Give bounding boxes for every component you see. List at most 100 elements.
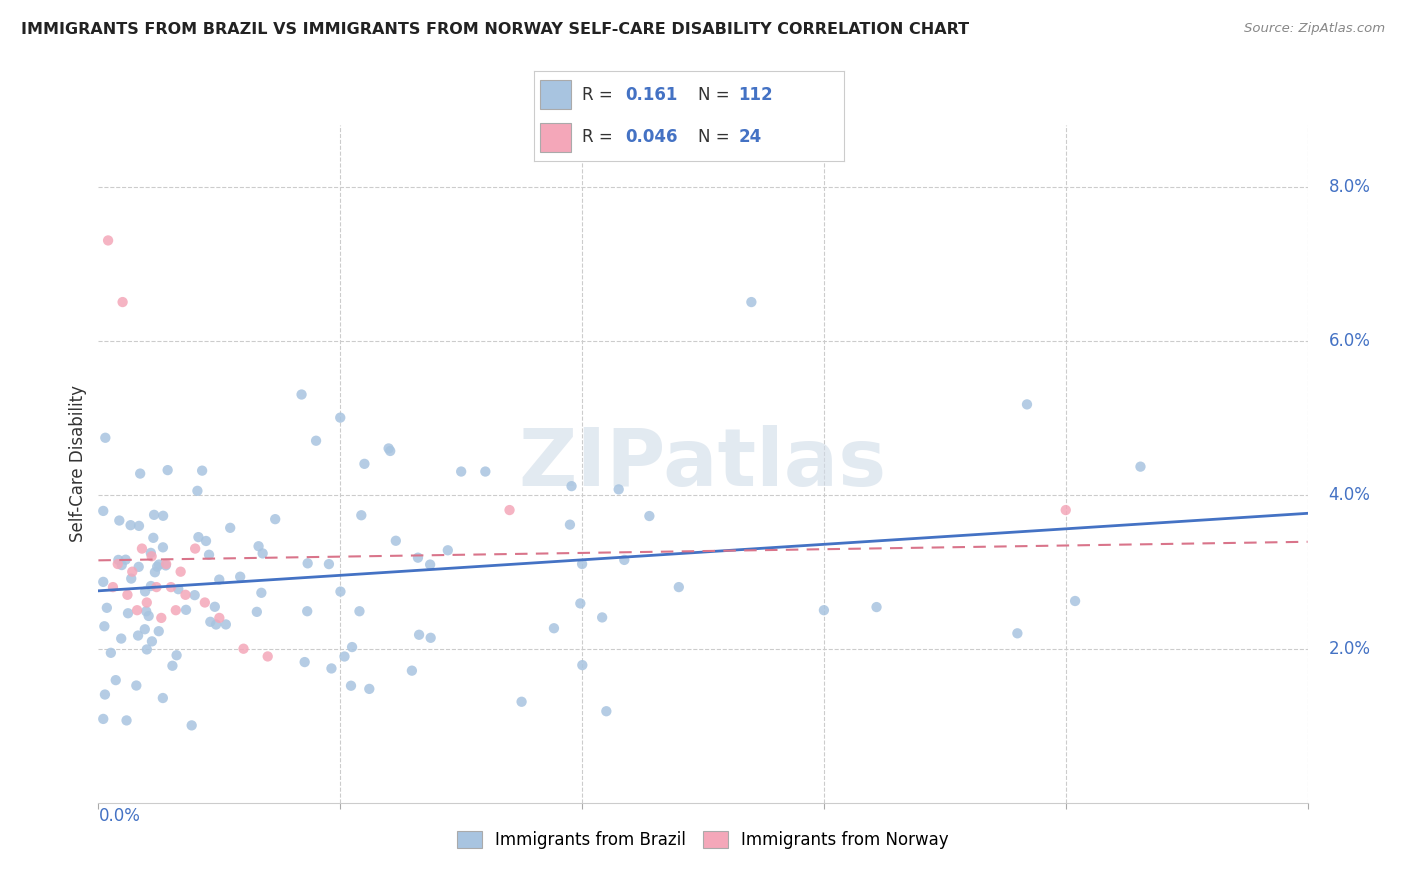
Point	[229, 570, 252, 584]
Point	[120, 518, 142, 533]
Point	[107, 557, 129, 571]
Point	[474, 465, 496, 479]
Point	[127, 629, 149, 643]
Point	[408, 628, 430, 642]
Legend: Immigrants from Brazil, Immigrants from Norway: Immigrants from Brazil, Immigrants from …	[450, 824, 956, 855]
Point	[571, 658, 593, 673]
Point	[134, 584, 156, 599]
Point	[187, 530, 209, 544]
Point	[184, 541, 207, 556]
Point	[152, 508, 174, 523]
Point	[607, 483, 630, 497]
Point	[121, 565, 143, 579]
Point	[437, 543, 460, 558]
Point	[250, 586, 273, 600]
Point	[340, 640, 363, 654]
Point	[94, 431, 117, 445]
Point	[350, 508, 373, 523]
Point	[419, 558, 441, 572]
Point	[256, 649, 278, 664]
Point	[450, 465, 472, 479]
Point	[166, 648, 188, 663]
Point	[498, 503, 520, 517]
Point	[108, 514, 131, 528]
Point	[194, 595, 217, 609]
Point	[561, 479, 583, 493]
Point	[110, 632, 132, 646]
Text: 6.0%: 6.0%	[1329, 332, 1371, 350]
Point	[208, 573, 231, 587]
Point	[148, 558, 170, 572]
Text: ZIPatlas: ZIPatlas	[519, 425, 887, 503]
Point	[129, 467, 152, 481]
Point	[128, 519, 150, 533]
Point	[139, 546, 162, 560]
Point	[204, 599, 226, 614]
Point	[205, 617, 228, 632]
Point	[117, 588, 139, 602]
Point	[401, 664, 423, 678]
Point	[668, 580, 690, 594]
Point	[135, 642, 157, 657]
Point	[165, 603, 187, 617]
Point	[117, 607, 139, 621]
Text: N =: N =	[699, 128, 730, 146]
Text: 8.0%: 8.0%	[1329, 178, 1371, 195]
Point	[111, 295, 134, 310]
Point	[359, 681, 381, 696]
Point	[613, 553, 636, 567]
Point	[93, 619, 115, 633]
Point	[186, 483, 208, 498]
Point	[169, 565, 191, 579]
Point	[138, 609, 160, 624]
Point	[1054, 503, 1077, 517]
Text: 4.0%: 4.0%	[1329, 485, 1371, 504]
Point	[141, 549, 163, 564]
Point	[419, 631, 441, 645]
Point	[139, 579, 162, 593]
Point	[174, 603, 197, 617]
Point	[91, 712, 114, 726]
Point	[340, 679, 363, 693]
Point	[329, 584, 352, 599]
Point	[510, 695, 533, 709]
Point	[120, 572, 142, 586]
Text: N =: N =	[699, 86, 730, 103]
Point	[131, 541, 153, 556]
Point	[104, 673, 127, 687]
Point	[200, 615, 222, 629]
Point	[543, 621, 565, 635]
Text: Source: ZipAtlas.com: Source: ZipAtlas.com	[1244, 22, 1385, 36]
Text: 24: 24	[738, 128, 762, 146]
Point	[111, 558, 134, 572]
Text: 0.161: 0.161	[626, 86, 678, 103]
Point	[591, 610, 613, 624]
Point	[1129, 459, 1152, 474]
Point	[571, 557, 593, 571]
Point	[152, 691, 174, 706]
Text: 2.0%: 2.0%	[1329, 640, 1371, 657]
Point	[128, 559, 150, 574]
Text: 0.0%: 0.0%	[98, 807, 141, 825]
Text: R =: R =	[582, 128, 613, 146]
Point	[91, 574, 114, 589]
Point	[264, 512, 287, 526]
Point	[91, 504, 114, 518]
Point	[191, 464, 214, 478]
Point	[155, 557, 177, 571]
Point	[155, 558, 177, 573]
Point	[380, 444, 402, 458]
Point	[321, 661, 343, 675]
Point	[142, 531, 165, 545]
Point	[252, 546, 274, 560]
Point	[297, 604, 319, 618]
Point	[638, 509, 661, 524]
Point	[377, 442, 399, 456]
FancyBboxPatch shape	[540, 123, 571, 152]
Point	[246, 605, 269, 619]
Point	[145, 580, 167, 594]
Point	[134, 622, 156, 636]
Point	[100, 646, 122, 660]
Point	[180, 718, 202, 732]
Point	[385, 533, 408, 548]
